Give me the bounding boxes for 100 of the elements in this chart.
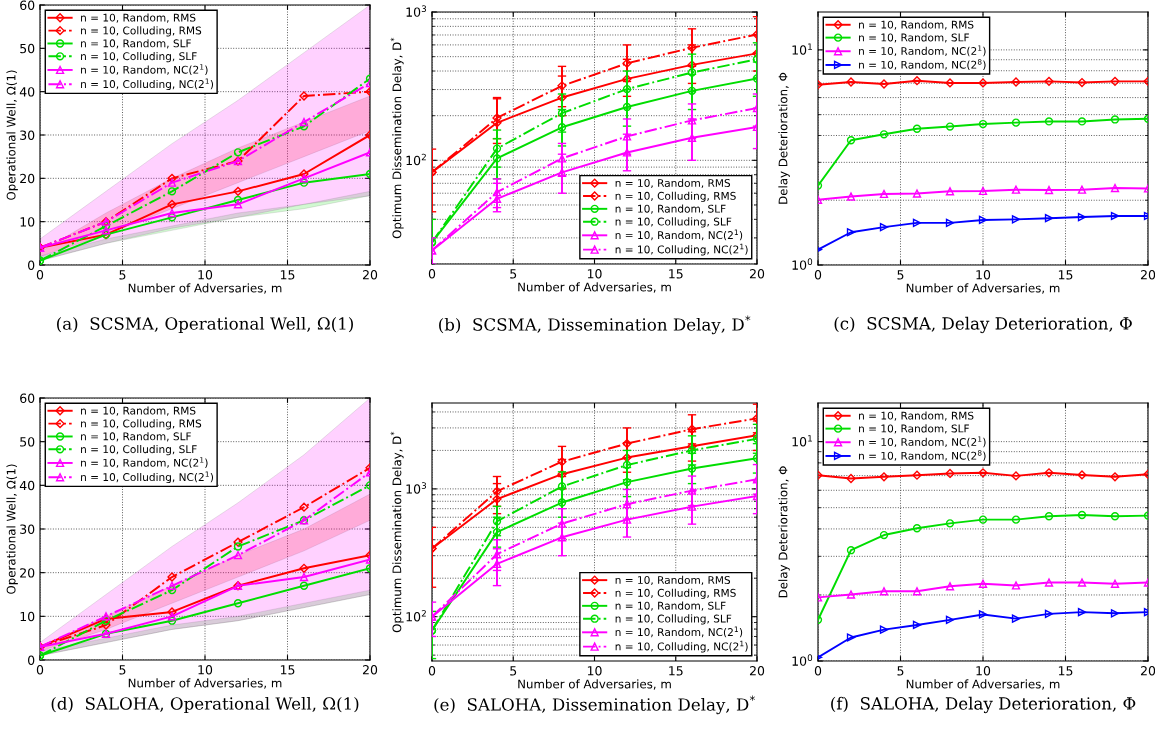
legend-label: n = 10, Random, NC(2$^{8}$) [859, 450, 986, 461]
x-tick-label: 10 [976, 270, 991, 280]
x-axis-title: Number of Adversaries, m [518, 679, 671, 690]
y-tick-label: 0 [28, 260, 35, 270]
y-tick-label: 50 [20, 43, 35, 54]
y-tick-label: 10$^{3}$ [406, 482, 427, 494]
y-tick-label: 30 [20, 130, 35, 140]
x-tick-label: 10 [976, 666, 991, 676]
legend-label: n = 10, Colluding, NC(2$^{1}$) [81, 471, 214, 484]
x-tick-label: 10 [587, 269, 602, 279]
legend-label: n = 10, Colluding, RMS [81, 419, 202, 430]
x-axis-title: Number of Adversaries, m [518, 282, 671, 293]
legend-label: n = 10, Colluding, RMS [615, 588, 736, 599]
legend-label: n = 10, Colluding, NC(2$^{1}$) [615, 640, 748, 653]
y-tick-label: 20 [20, 568, 35, 578]
x-tick-label: 10 [587, 666, 602, 676]
text: (a) SCSMA, Operational Well, Ω(1) [57, 316, 353, 334]
y-tick-label: 10$^{0}$ [792, 654, 813, 666]
y-axis-title: Operational Well, Ω(1) [6, 464, 18, 594]
legend-label: n = 10, Random, NC(2$^{1}$) [615, 229, 743, 241]
y-tick-label: 10 [20, 217, 35, 227]
legend-label: n = 10, Colluding, SLF [81, 52, 197, 63]
legend-label: n = 10, Random, SLF [615, 601, 726, 611]
legend-label: n = 10, Random, SLF [81, 432, 191, 442]
y-tick-label: 0 [28, 655, 35, 665]
y-axis-title: Delay Deterioration, Φ [778, 466, 790, 598]
legend-label: n = 10, Colluding, RMS [81, 26, 202, 37]
text: (c) SCSMA, Delay Deterioration, Φ [834, 316, 1132, 334]
x-tick-label: 5 [119, 270, 126, 280]
text: (e) SALOHA, Dissemination Delay, D$^{*}$ [434, 695, 755, 715]
x-tick-label: 15 [669, 666, 683, 676]
x-tick-label: 20 [749, 269, 765, 279]
x-tick-label: 15 [1058, 270, 1073, 280]
legend-label: n = 10, Colluding, RMS [615, 191, 736, 202]
x-axis-title: Number of Adversaries, m [906, 679, 1060, 690]
x-tick-label: 10 [198, 665, 213, 675]
x-tick-label: 20 [749, 666, 765, 676]
legend-label: n = 10, Random, RMS [615, 178, 731, 189]
legend-label: n = 10, Random, SLF [859, 424, 969, 434]
x-tick-label: 20 [1140, 270, 1155, 280]
x-tick-label: 0 [428, 666, 436, 676]
x-tick-label: 15 [1058, 666, 1073, 676]
legend-label: n = 10, Random, RMS [81, 406, 196, 416]
y-tick-label: 20 [20, 173, 35, 184]
x-tick-label: 5 [510, 269, 517, 279]
y-tick-label: 60 [20, 0, 35, 10]
x-tick-label: 0 [36, 270, 44, 280]
legend-label: n = 10, Colluding, SLF [615, 614, 732, 625]
y-axis-title: Optimum Dissemination Delay, D$^{*}$ [390, 431, 404, 633]
x-tick-label: 0 [36, 665, 44, 675]
legend-label: n = 10, Random, NC(2$^{1}$) [81, 64, 208, 75]
y-axis-title: Operational Well, Ω(1) [6, 70, 18, 200]
x-tick-label: 10 [198, 270, 213, 280]
legend-label: n = 10, Colluding, NC(2$^{1}$) [81, 78, 214, 91]
y-tick-label: 10$^{2}$ [406, 610, 426, 622]
x-tick-label: 5 [897, 270, 904, 280]
x-axis-title: Number of Adversaries, m [906, 283, 1060, 294]
y-axis-title: Optimum Dissemination Delay, D$^{*}$ [390, 37, 404, 239]
x-tick-label: 20 [1140, 666, 1155, 676]
legend-label: n = 10, Random, NC(2$^{1}$) [859, 45, 986, 57]
legend-label: n = 10, Random, NC(2$^{1}$) [615, 626, 743, 638]
text: (f) SALOHA, Delay Deterioration, Φ [831, 696, 1136, 714]
legend-label: n = 10, Random, NC(2$^{8}$) [859, 59, 986, 70]
legend-label: n = 10, Random, RMS [615, 575, 731, 586]
y-tick-label: 30 [20, 524, 35, 534]
legend-label: n = 10, Random, RMS [81, 13, 196, 23]
x-tick-label: 15 [280, 270, 295, 280]
x-tick-label: 0 [814, 666, 822, 676]
x-tick-label: 0 [814, 270, 822, 280]
y-tick-label: 50 [20, 437, 35, 447]
x-tick-label: 20 [362, 270, 378, 280]
x-tick-label: 15 [280, 665, 295, 675]
y-tick-label: 10$^{3}$ [406, 5, 427, 17]
y-tick-label: 10 [20, 611, 35, 622]
x-axis-title: Number of Adversaries, m [128, 283, 282, 294]
y-tick-label: 40 [19, 480, 35, 491]
legend-label: n = 10, Random, NC(2$^{1}$) [81, 457, 208, 468]
text: (d) SALOHA, Operational Well, Ω(1) [51, 696, 359, 714]
x-tick-label: 20 [362, 665, 378, 675]
legend-label: n = 10, Colluding, NC(2$^{1}$) [615, 243, 748, 256]
y-tick-label: 10$^{2}$ [406, 153, 426, 166]
y-tick-label: 10$^{0}$ [792, 258, 813, 270]
legend-label: n = 10, Random, RMS [859, 20, 974, 30]
x-tick-label: 5 [510, 666, 517, 676]
y-tick-label: 10$^{1}$ [792, 43, 812, 55]
x-tick-label: 5 [119, 665, 126, 675]
legend-label: n = 10, Random, SLF [81, 39, 191, 49]
legend-label: n = 10, Colluding, SLF [615, 217, 732, 228]
x-axis-title: Number of Adversaries, m [128, 678, 282, 689]
x-tick-label: 15 [669, 269, 683, 279]
y-tick-label: 40 [19, 87, 35, 97]
y-tick-label: 60 [20, 393, 35, 403]
x-tick-label: 0 [428, 269, 436, 279]
y-axis-title: Delay Deterioration, Φ [778, 72, 790, 204]
y-tick-label: 10$^{1}$ [792, 435, 812, 447]
text: (b) SCSMA, Dissemination Delay, D$^{*}$ [439, 315, 751, 335]
legend-label: n = 10, Random, RMS [859, 411, 974, 421]
legend-label: n = 10, Random, SLF [859, 33, 969, 43]
legend-label: n = 10, Random, NC(2$^{1}$) [859, 436, 986, 448]
x-tick-label: 5 [897, 666, 904, 676]
